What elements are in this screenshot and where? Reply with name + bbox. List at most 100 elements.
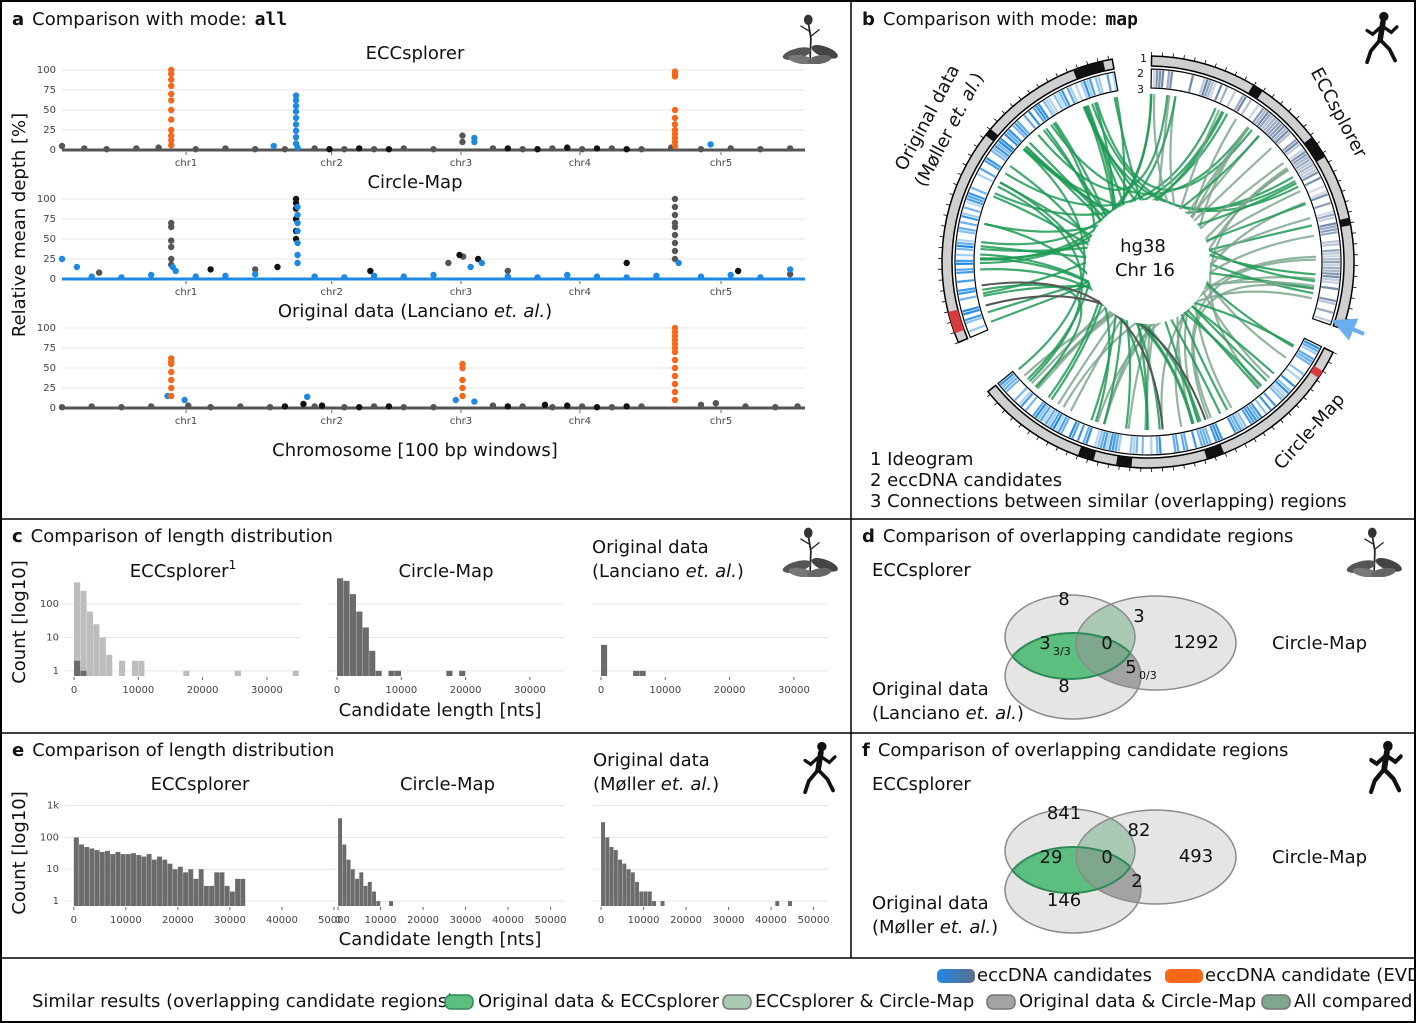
point — [341, 404, 348, 411]
x-tick-label: 30000 — [251, 685, 283, 696]
candidate — [1155, 70, 1159, 88]
ring-number: 1 — [1140, 52, 1147, 65]
point — [168, 82, 175, 90]
region-count: 0 — [1101, 847, 1112, 868]
candidate — [1044, 409, 1056, 426]
candidate — [1292, 153, 1308, 165]
axis-tick — [1075, 64, 1078, 69]
axis-tick — [1327, 159, 1332, 163]
x-tick-label: 40000 — [755, 915, 787, 926]
point — [623, 274, 630, 281]
x-tick-label: 30000 — [713, 915, 745, 926]
candidate — [1071, 422, 1080, 439]
point — [671, 372, 679, 380]
candidate — [1096, 430, 1104, 448]
bar — [89, 848, 95, 906]
axis-tick — [949, 193, 954, 196]
panel-letter: c — [12, 526, 23, 547]
region-count: 29 — [1040, 847, 1063, 868]
candidate — [1301, 344, 1318, 356]
bar — [224, 885, 230, 906]
point — [534, 146, 541, 153]
point — [168, 70, 175, 78]
candidate — [984, 159, 1000, 171]
candidate — [958, 226, 976, 232]
point — [489, 145, 497, 152]
legend-line: 3 Connections between similar (overlappi… — [870, 491, 1347, 512]
candidate — [1322, 263, 1340, 267]
candidate — [1042, 100, 1054, 116]
point — [623, 146, 630, 153]
region-count: 8 — [1058, 676, 1069, 697]
axis-tick — [1347, 210, 1352, 213]
ideogram-band — [1310, 147, 1326, 162]
point — [266, 404, 274, 411]
candidate — [1269, 386, 1283, 401]
candidate — [1322, 257, 1340, 261]
candidate — [1236, 411, 1248, 428]
axis-tick — [1262, 87, 1266, 92]
candidate — [1172, 435, 1177, 453]
candidate — [1265, 119, 1279, 134]
y-tick-label: 25 — [43, 383, 56, 394]
axis-tick — [1055, 73, 1059, 78]
bar — [349, 594, 356, 676]
x-tick-label: 0 — [334, 685, 340, 696]
point — [222, 145, 229, 152]
legend-label: All compared — [1294, 991, 1412, 1012]
axis-tick — [1009, 103, 1014, 107]
point — [222, 272, 229, 279]
y-tick-label: 0 — [50, 403, 56, 414]
bar — [198, 869, 204, 906]
axis-tick — [1271, 426, 1275, 430]
x-tick-label: chr4 — [569, 416, 591, 427]
candidate — [1052, 413, 1063, 430]
axis-tick — [1018, 424, 1022, 428]
connection — [1192, 283, 1315, 419]
candidate — [985, 157, 1002, 169]
point — [471, 398, 478, 405]
point — [671, 203, 679, 211]
axis-tick — [1183, 464, 1185, 469]
x-tick-label: 10000 — [365, 915, 397, 926]
bar — [84, 847, 90, 906]
candidate — [1099, 431, 1106, 449]
point — [172, 267, 179, 275]
panel-title: Comparison with mode: — [32, 9, 247, 30]
axis-tick — [1086, 458, 1089, 463]
pointer-arrow — [1331, 318, 1365, 341]
ideogram-band — [1339, 217, 1351, 228]
point — [653, 272, 660, 279]
bar — [235, 878, 241, 906]
candidate — [1271, 384, 1285, 399]
evd-count: 3/3 — [1053, 645, 1071, 658]
candidate — [1003, 133, 1019, 147]
bar — [613, 850, 618, 906]
point — [168, 116, 175, 123]
candidate — [1074, 83, 1084, 101]
point — [168, 97, 175, 104]
candidate — [1318, 299, 1336, 306]
axis-tick — [1018, 96, 1022, 100]
x-tick-label: 20000 — [162, 915, 194, 926]
candidate — [1042, 407, 1054, 424]
candidate — [1141, 436, 1145, 454]
point — [786, 271, 794, 278]
axis-tick — [1086, 61, 1089, 66]
point — [734, 267, 742, 275]
axis-tick — [1327, 361, 1332, 365]
candidate — [1298, 163, 1314, 174]
x-tick-label: 10000 — [385, 685, 417, 696]
point — [671, 142, 679, 150]
y-tick-label: 75 — [43, 214, 56, 225]
point — [459, 392, 466, 400]
y-tick-label: 0 — [50, 274, 56, 285]
candidate — [962, 306, 980, 313]
candidate — [1055, 92, 1066, 109]
bar — [219, 872, 225, 906]
bar — [131, 660, 139, 676]
plant-icon — [780, 526, 841, 577]
bar — [446, 670, 453, 676]
candidate — [1209, 425, 1218, 442]
axis-tick — [986, 394, 991, 398]
